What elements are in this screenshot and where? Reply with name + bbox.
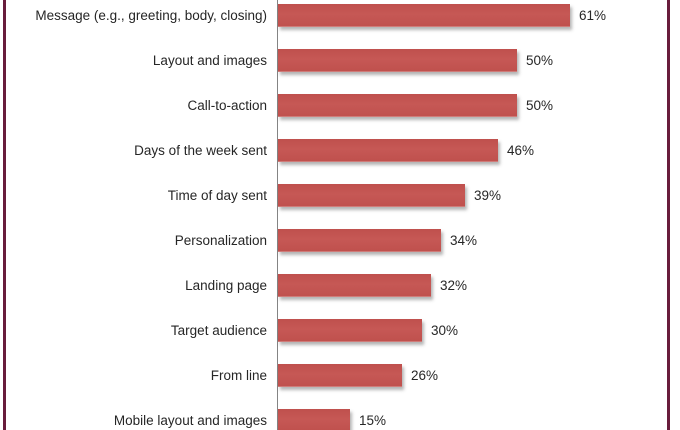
- category-label: Layout and images: [152, 53, 267, 68]
- value-label: 30%: [431, 323, 459, 338]
- bar: [278, 139, 498, 162]
- bar-row: Message (e.g., greeting, body, closing) 6…: [0, 0, 680, 38]
- category-label: Landing page: [185, 278, 267, 293]
- bar-row: Days of the week sent 46%: [0, 128, 680, 173]
- value-label: 15%: [359, 413, 387, 428]
- value-label: 46%: [507, 143, 535, 158]
- category-label: Message (e.g., greeting, body, closing): [35, 8, 267, 23]
- frame-border-left: [3, 0, 6, 430]
- value-label: 34%: [450, 233, 478, 248]
- bar-row: Landing page 32%: [0, 263, 680, 308]
- value-label: 50%: [526, 98, 554, 113]
- bar-row: From line 26%: [0, 353, 680, 398]
- bar: [278, 229, 441, 252]
- value-label: 32%: [440, 278, 468, 293]
- category-label: Personalization: [174, 233, 267, 248]
- bar-row: Target audience 30%: [0, 308, 680, 353]
- bar-row: Mobile layout and images 15%: [0, 398, 680, 430]
- category-label: Target audience: [170, 323, 267, 338]
- bar-row: Layout and images 50%: [0, 38, 680, 83]
- bar-row: Time of day sent 39%: [0, 173, 680, 218]
- value-label: 39%: [474, 188, 502, 203]
- bar: [278, 94, 517, 117]
- category-label: Days of the week sent: [134, 143, 267, 158]
- value-label: 50%: [526, 53, 554, 68]
- bar: [278, 4, 570, 27]
- value-label: 61%: [579, 8, 607, 23]
- bar: [278, 319, 422, 342]
- category-label: From line: [210, 368, 267, 383]
- bar-row: Call-to-action 50%: [0, 83, 680, 128]
- bar: [278, 184, 465, 207]
- bar: [278, 409, 350, 430]
- bar: [278, 364, 402, 387]
- category-label: Call-to-action: [187, 98, 267, 113]
- bar: [278, 49, 517, 72]
- value-label: 26%: [411, 368, 439, 383]
- category-label: Mobile layout and images: [113, 413, 267, 428]
- bar: [278, 274, 431, 297]
- category-label: Time of day sent: [167, 188, 267, 203]
- frame-border-right: [667, 0, 670, 430]
- bar-row: Personalization 34%: [0, 218, 680, 263]
- y-axis-line: [277, 0, 278, 430]
